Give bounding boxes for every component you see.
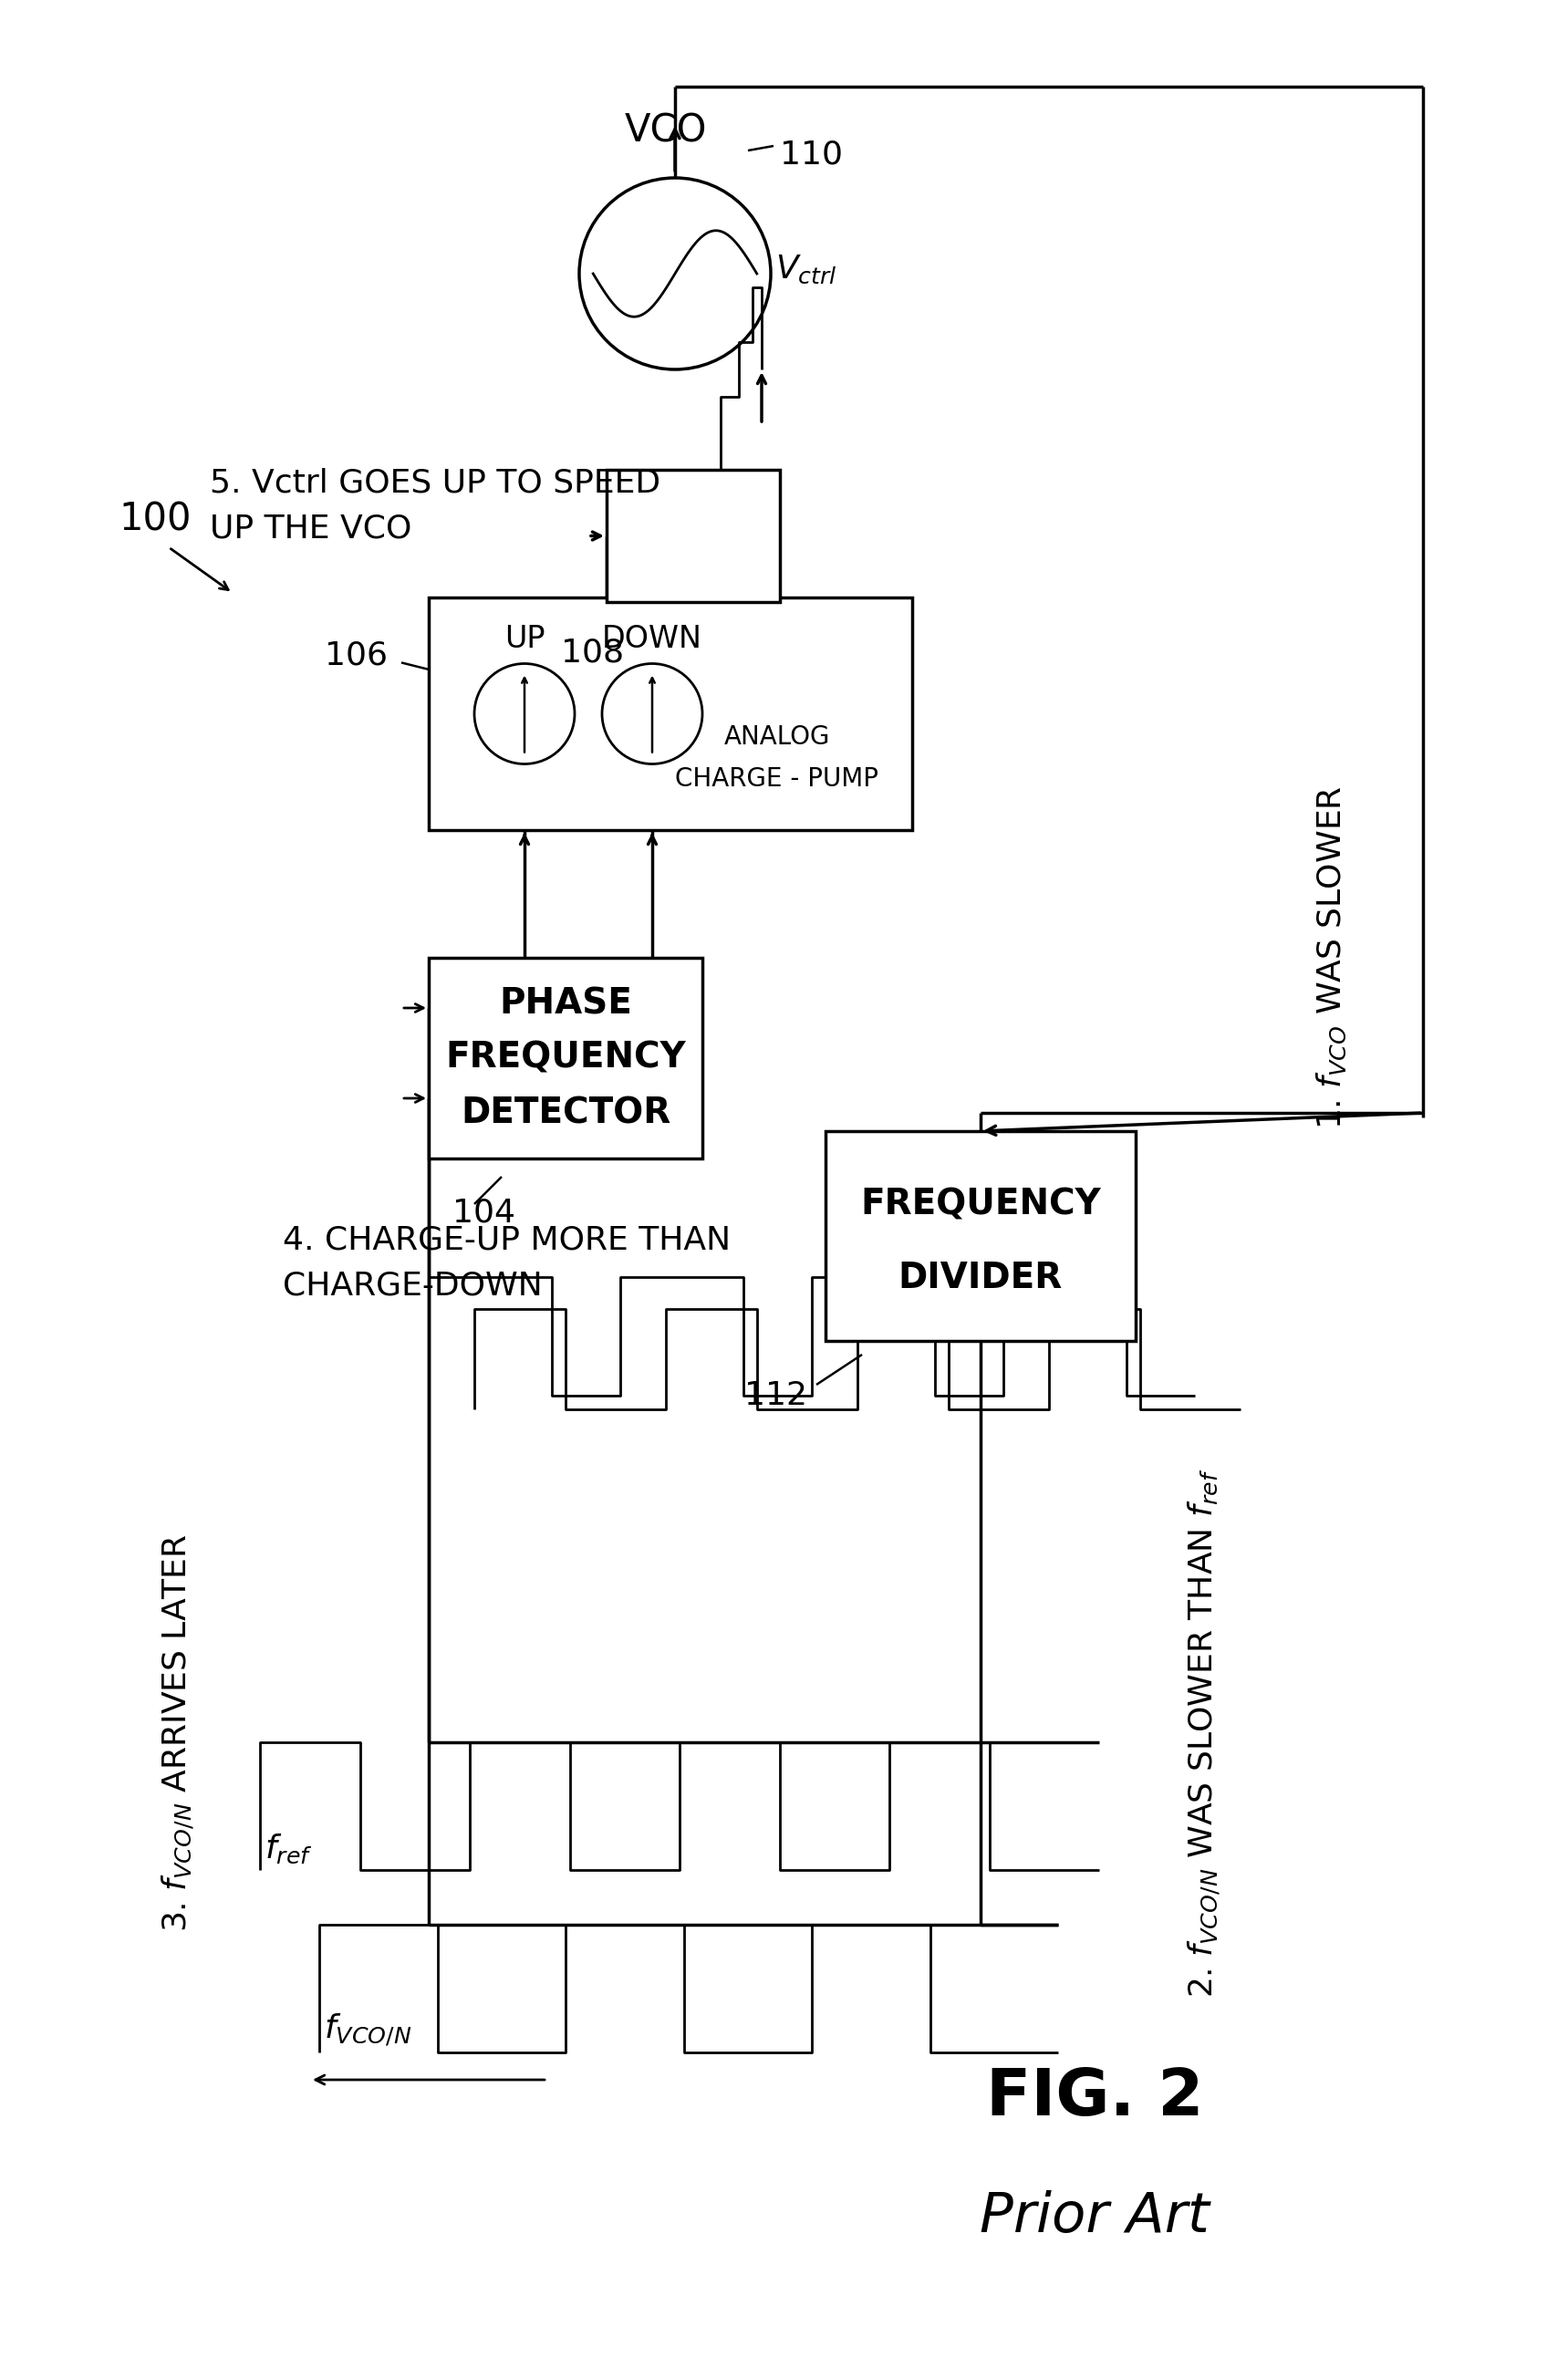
Text: 112: 112 [745, 1379, 808, 1410]
Text: PHASE: PHASE [499, 986, 632, 1021]
Text: $f_{VCO/N}$: $f_{VCO/N}$ [325, 2011, 412, 2047]
Text: DIVIDER: DIVIDER [898, 1262, 1063, 1295]
Text: 108: 108 [561, 637, 624, 667]
Text: 106: 106 [325, 639, 387, 672]
Text: 100: 100 [119, 500, 191, 540]
Text: UP: UP [505, 625, 544, 656]
Text: UP THE VCO: UP THE VCO [210, 514, 412, 545]
Text: CHARGE - PUMP: CHARGE - PUMP [676, 766, 878, 792]
Bar [428, 957, 702, 1158]
Text: 3. $f_{VCO/N}$ ARRIVES LATER: 3. $f_{VCO/N}$ ARRIVES LATER [160, 1535, 196, 1931]
Text: 5. Vctrl GOES UP TO SPEED: 5. Vctrl GOES UP TO SPEED [210, 467, 660, 500]
Text: 110: 110 [779, 139, 844, 170]
Text: 104: 104 [452, 1198, 514, 1229]
Text: FIG. 2: FIG. 2 [986, 2066, 1203, 2129]
Text: $f_{ref}$: $f_{ref}$ [265, 1832, 312, 1865]
Text: FREQUENCY: FREQUENCY [861, 1186, 1101, 1221]
Text: VCO: VCO [624, 113, 707, 151]
Text: 4. CHARGE-UP MORE THAN: 4. CHARGE-UP MORE THAN [282, 1226, 731, 1257]
Bar [428, 597, 913, 830]
Text: FREQUENCY: FREQUENCY [445, 1040, 685, 1075]
Text: 2. $f_{VCO/N}$ WAS SLOWER THAN $f_{ref}$: 2. $f_{VCO/N}$ WAS SLOWER THAN $f_{ref}$ [1185, 1469, 1221, 1997]
Bar [825, 1132, 1135, 1342]
Text: CHARGE-DOWN: CHARGE-DOWN [282, 1271, 543, 1302]
Text: DETECTOR: DETECTOR [461, 1096, 671, 1129]
Text: 1. $f_{VCO}$ WAS SLOWER: 1. $f_{VCO}$ WAS SLOWER [1316, 785, 1348, 1129]
Text: ANALOG: ANALOG [724, 724, 829, 750]
Text: DOWN: DOWN [602, 625, 702, 656]
Bar [607, 469, 779, 601]
Text: Prior Art: Prior Art [980, 2191, 1209, 2242]
Text: $V_{ctrl}$: $V_{ctrl}$ [775, 252, 837, 285]
